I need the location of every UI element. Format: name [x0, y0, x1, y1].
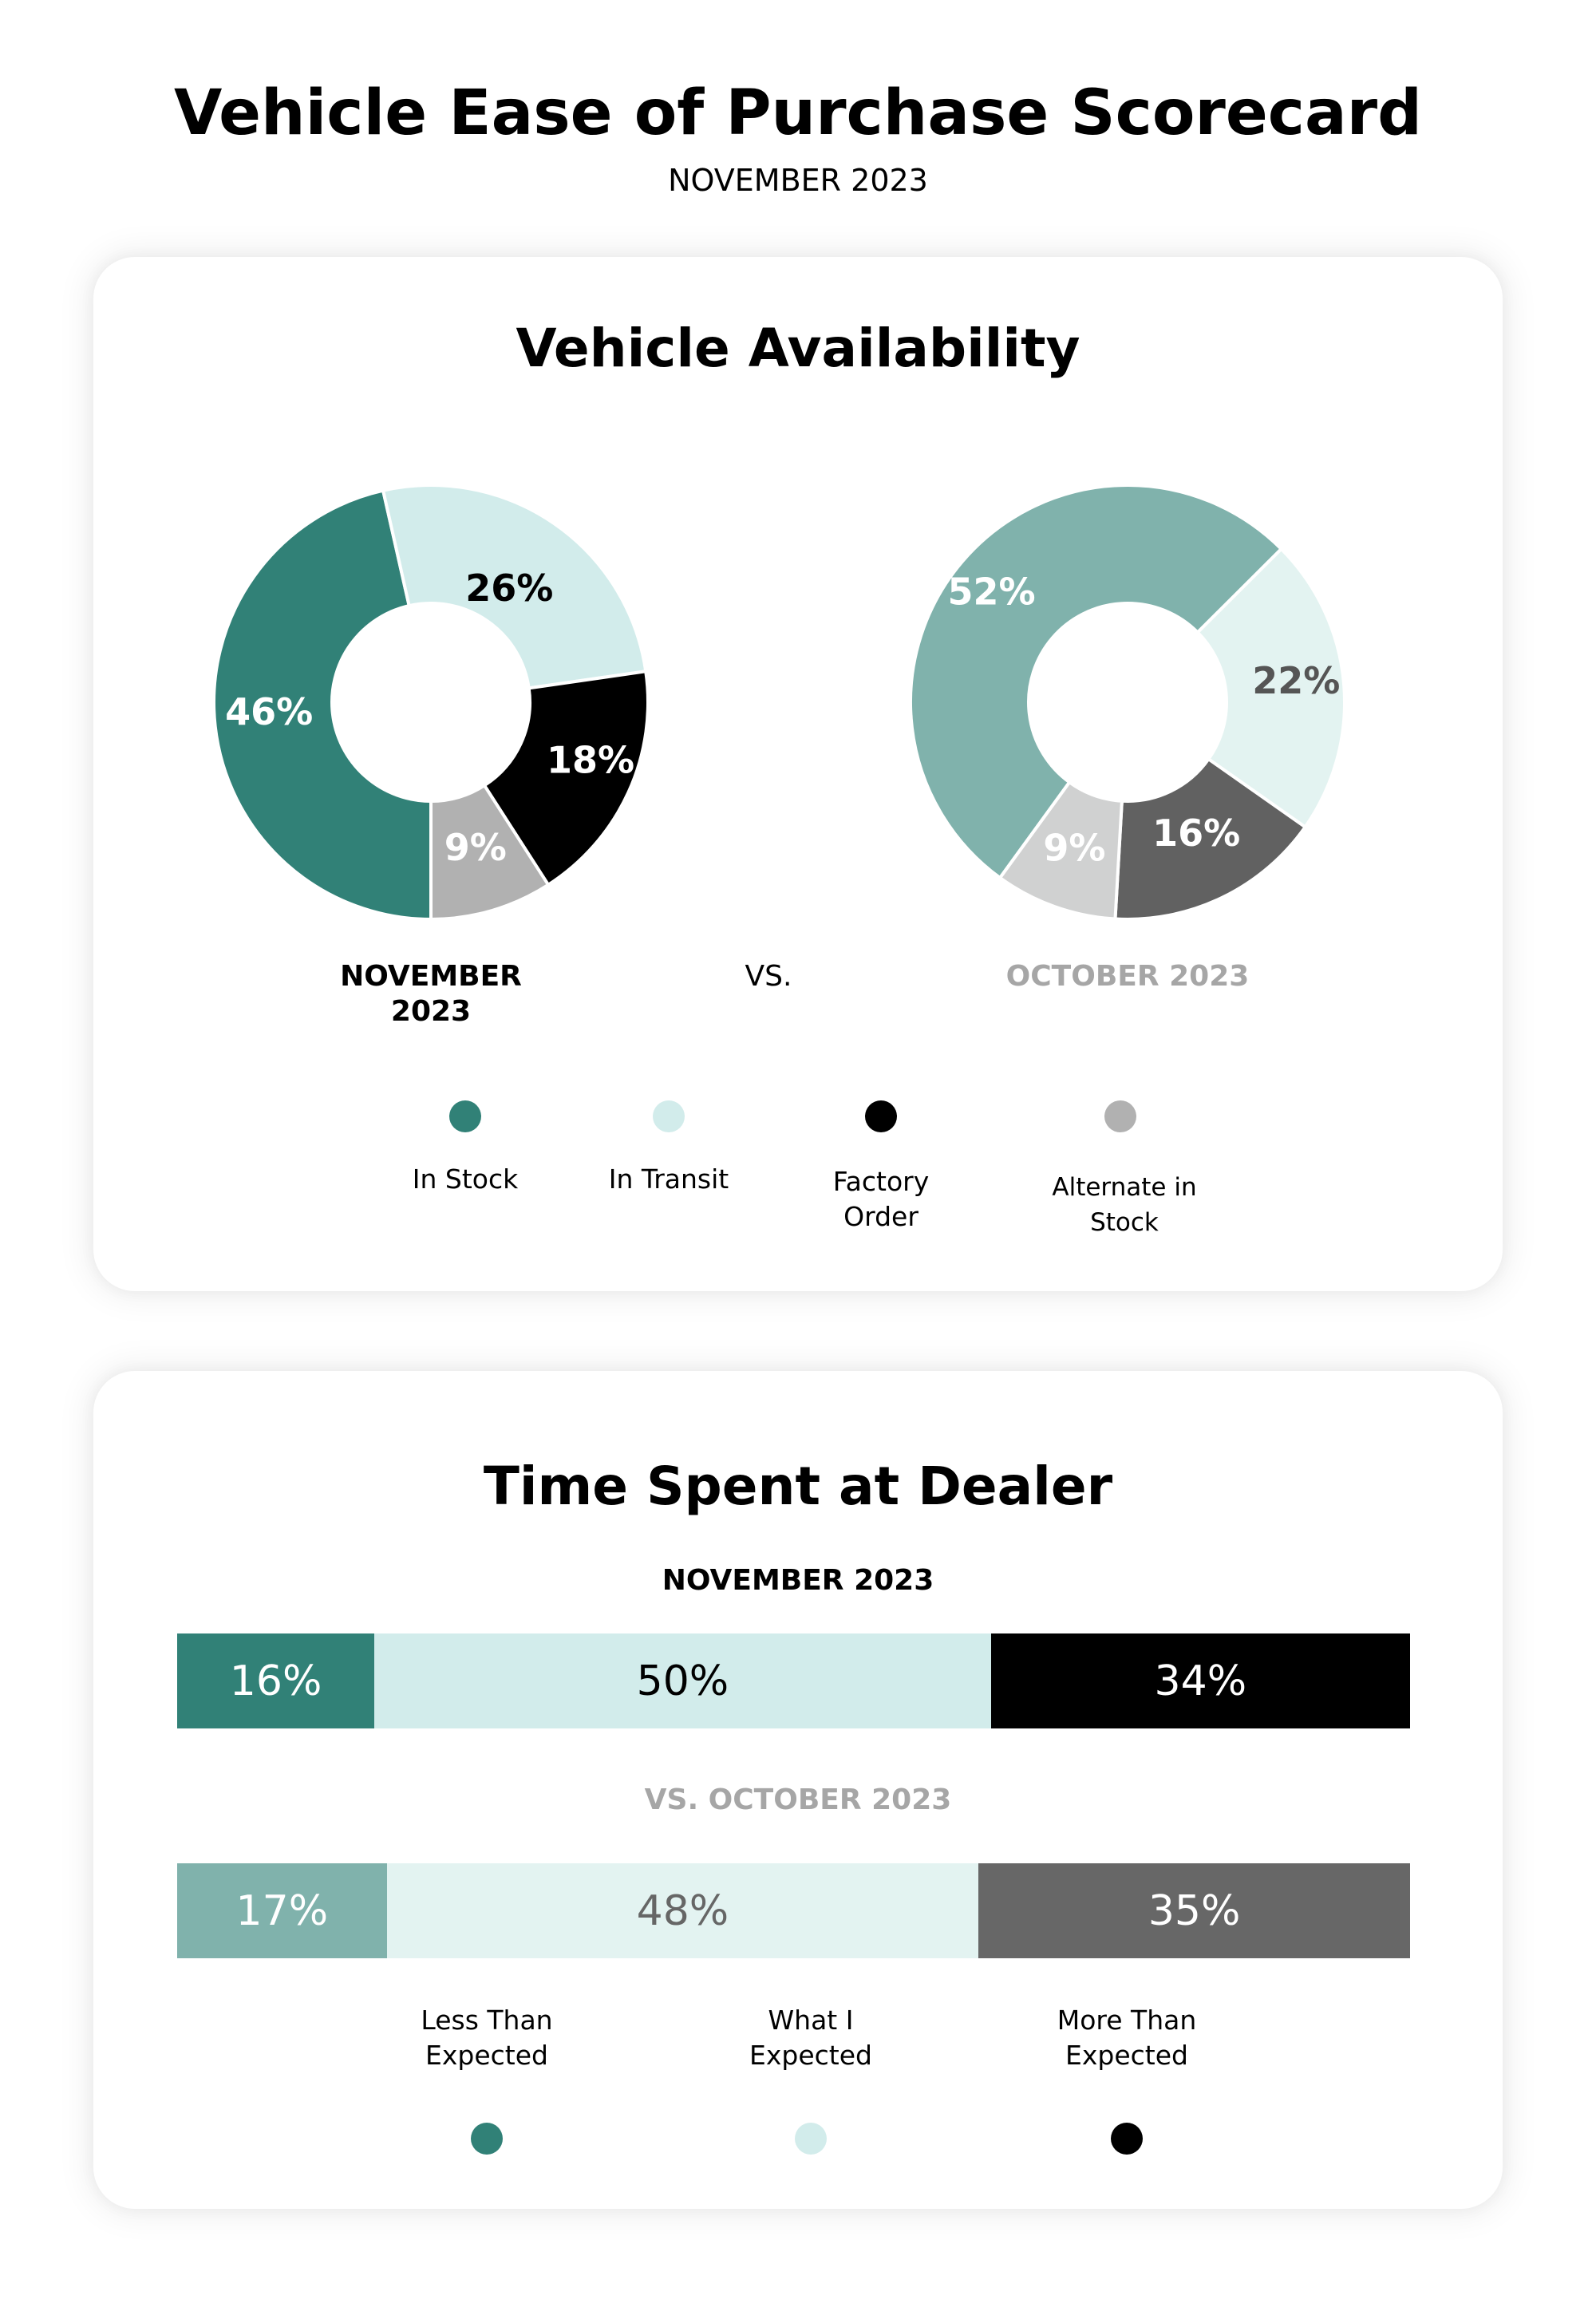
bar-segment-more-than-expected: 34%	[990, 1633, 1410, 1728]
donut-slice-label: 9%	[444, 826, 507, 869]
previous-period-label: OCTOBER 2023	[1005, 960, 1250, 993]
previous-bar-heading: VS. OCTOBER 2023	[644, 1784, 952, 1816]
vehicle-availability-card: Vehicle Availability 46% 26% 18% 9% 52% 22% 1…	[93, 257, 1503, 1291]
time-at-dealer-title: Time Spent at Dealer	[483, 1456, 1113, 1517]
alternate-in-stock-legend-label: Alternate in Stock	[1052, 1173, 1197, 1237]
donut-slice-in-stock	[909, 484, 1284, 880]
donut-slice-label: 18%	[547, 738, 634, 781]
donut-slice-alternate-in-stock	[429, 783, 551, 922]
donut-slice-label: 26%	[465, 567, 553, 610]
in-transit-legend-label: In Transit	[608, 1163, 729, 1195]
vs-label: VS.	[745, 960, 792, 993]
donut-chart-november: 46% 26% 18% 9%	[212, 484, 650, 922]
donut-slice-label: 46%	[225, 690, 313, 733]
page-title: Vehicle Ease of Purchase Scorecard	[174, 77, 1422, 149]
alternate-in-stock-legend-dot	[1104, 1100, 1136, 1132]
donut-slice-in-stock	[212, 488, 433, 922]
less-than-expected-legend-label: Less Than Expected	[421, 2005, 553, 2071]
bar-segment-less-than-expected: 16%	[177, 1633, 375, 1728]
availability-title: Vehicle Availability	[516, 318, 1080, 379]
donut-slice-label: 16%	[1152, 812, 1240, 855]
donut-slice-in-transit	[381, 484, 648, 690]
factory-order-legend-label: Factory Order	[832, 1166, 930, 1232]
what-i-expected-legend-label: What I Expected	[749, 2005, 872, 2071]
less-than-expected-legend-dot	[471, 2123, 503, 2155]
bar-segment-what-i-expected: 50%	[374, 1633, 991, 1728]
time-at-dealer-card: Time Spent at Dealer NOVEMBER 2023 16% 50…	[93, 1371, 1503, 2209]
donut-slice-label: 22%	[1252, 659, 1340, 702]
bar-november: 16% 50% 34%	[177, 1633, 1410, 1728]
current-bar-heading: NOVEMBER 2023	[662, 1564, 934, 1597]
page-subtitle: NOVEMBER 2023	[668, 163, 928, 198]
donut-slice-label: 9%	[1043, 826, 1105, 869]
bar-october: 17% 48% 35%	[177, 1863, 1410, 1958]
more-than-expected-legend-label: More Than Expected	[1057, 2005, 1197, 2071]
in-stock-legend-dot	[449, 1100, 481, 1132]
bar-segment-what-i-expected: 48%	[386, 1863, 979, 1958]
donut-slice-label: 52%	[947, 570, 1035, 613]
more-than-expected-legend-dot	[1111, 2123, 1143, 2155]
current-period-label: NOVEMBER 2023	[340, 960, 522, 1028]
donut-slice-alternate-in-stock	[998, 780, 1124, 921]
donut-slice-factory-order	[482, 670, 650, 887]
bar-segment-less-than-expected: 17%	[177, 1863, 387, 1958]
what-i-expected-legend-dot	[795, 2123, 827, 2155]
availability-donuts: 46% 26% 18% 9% 52% 22% 16% 9%	[212, 484, 1346, 922]
in-stock-legend-label: In Stock	[412, 1163, 519, 1195]
factory-order-legend-dot	[865, 1100, 897, 1132]
donut-slice-factory-order	[1113, 756, 1308, 921]
donut-chart-october: 52% 22% 16% 9%	[909, 484, 1346, 921]
in-transit-legend-dot	[653, 1100, 685, 1132]
bar-segment-more-than-expected: 35%	[978, 1863, 1410, 1958]
donut-slice-in-transit	[1195, 547, 1346, 830]
